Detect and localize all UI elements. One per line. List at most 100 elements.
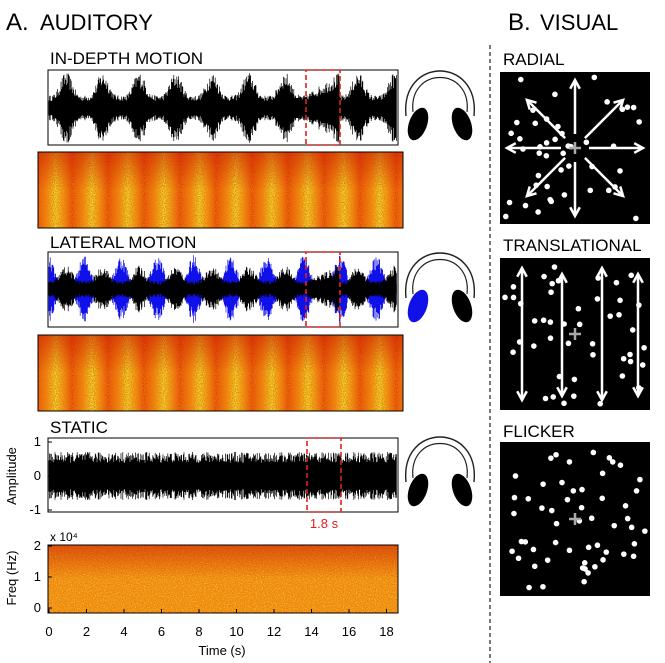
dot: [502, 295, 508, 301]
dot: [567, 459, 573, 465]
dot: [630, 327, 636, 333]
dot: [567, 548, 573, 554]
dot: [566, 341, 572, 347]
headphones-icon: [404, 71, 477, 143]
waveform: [49, 73, 396, 143]
condition-label: LATERAL MOTION: [50, 233, 196, 252]
dot: [554, 521, 560, 527]
dot: [552, 264, 558, 270]
dot: [631, 553, 637, 559]
x-tick-label: 6: [158, 624, 165, 639]
dot: [541, 317, 547, 323]
dot: [614, 280, 620, 286]
x-tick-label: 14: [304, 624, 318, 639]
dot: [561, 401, 567, 407]
dot: [503, 214, 509, 220]
spectrogram-shade: [38, 335, 403, 411]
dot: [589, 515, 595, 521]
dot: [572, 377, 578, 383]
dot: [581, 579, 587, 585]
figure: A. AUDITORY IN-DEPTH MOTION LATERAL MOTI…: [0, 0, 665, 663]
y-tick-label: -1: [29, 502, 41, 517]
panel-letter: B.: [508, 9, 531, 36]
condition-label: RADIAL: [503, 50, 564, 69]
dot: [587, 188, 593, 194]
dot: [536, 173, 542, 179]
dot: [553, 540, 559, 546]
dot: [592, 75, 598, 81]
dot: [544, 184, 550, 190]
dot: [584, 139, 590, 145]
dot: [642, 528, 648, 534]
dot: [595, 542, 601, 548]
spectrogram-shade: [48, 545, 398, 613]
dot: [523, 203, 529, 209]
dot: [633, 216, 639, 222]
headband: [413, 444, 468, 479]
dot: [623, 503, 629, 509]
dot: [553, 452, 559, 458]
dot: [607, 313, 613, 319]
waveform: [49, 452, 396, 500]
dot: [513, 473, 519, 479]
dot: [590, 341, 596, 347]
x-tick-label: 18: [379, 624, 393, 639]
dot: [511, 511, 517, 517]
condition-label: FLICKER: [503, 422, 575, 441]
y-tick-label: 1: [34, 569, 41, 584]
dot: [592, 564, 598, 570]
dot: [543, 396, 549, 402]
dot: [591, 450, 597, 456]
panel-title: VISUAL: [540, 10, 618, 35]
dot: [548, 335, 554, 341]
dot: [548, 319, 554, 325]
dot: [518, 77, 524, 83]
dot: [611, 523, 617, 529]
dot: [628, 273, 634, 279]
dot: [526, 585, 532, 591]
dot: [625, 516, 631, 522]
dot: [549, 508, 555, 514]
dot: [545, 557, 551, 563]
axis-multiplier: x 10⁴: [50, 530, 78, 544]
earcup: [448, 471, 477, 509]
dot: [532, 121, 538, 127]
dot: [507, 200, 513, 206]
earcup: [448, 105, 477, 143]
axis-label: Amplitude: [4, 447, 19, 505]
spectrogram-shade: [38, 152, 403, 228]
dot: [620, 373, 626, 379]
dot: [616, 312, 622, 318]
window-label: 1.8 s: [310, 516, 339, 531]
dot: [629, 525, 635, 531]
earcup: [404, 287, 433, 325]
dot: [582, 560, 588, 566]
dot: [550, 394, 556, 400]
dot: [544, 153, 550, 159]
dot: [617, 298, 623, 304]
dot: [579, 505, 585, 511]
y-tick-label: 0: [34, 600, 41, 615]
dot: [548, 289, 554, 295]
dot: [621, 551, 627, 557]
dot: [621, 356, 627, 362]
dot: [517, 136, 523, 142]
dot: [532, 318, 538, 324]
dot: [637, 477, 643, 483]
x-tick-label: 2: [83, 624, 90, 639]
x-tick-label: 4: [120, 624, 127, 639]
dot: [576, 306, 582, 312]
condition-label: STATIC: [50, 418, 108, 437]
headband: [413, 78, 468, 113]
dot: [636, 119, 642, 125]
dot: [599, 496, 605, 502]
dot: [509, 548, 515, 554]
headband: [413, 260, 468, 295]
dot: [516, 555, 522, 561]
dot: [628, 359, 634, 365]
dot: [535, 209, 541, 215]
dot: [600, 471, 606, 477]
earcup: [404, 471, 433, 509]
dot: [532, 563, 538, 569]
dot: [595, 296, 601, 302]
